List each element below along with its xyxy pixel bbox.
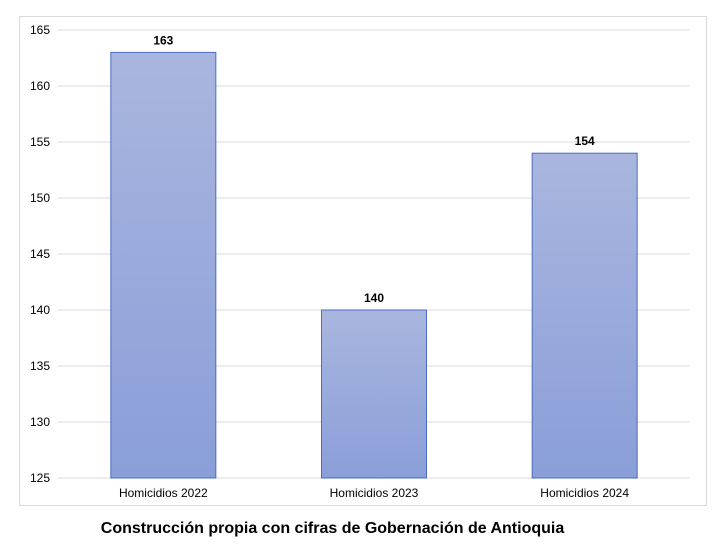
bar bbox=[110, 51, 217, 479]
data-label: 140 bbox=[364, 291, 384, 305]
x-tick-label: Homicidios 2023 bbox=[330, 486, 419, 500]
y-tick-label: 125 bbox=[30, 471, 50, 485]
chart-caption: Construcción propia con cifras de Gobern… bbox=[100, 520, 565, 537]
data-label: 154 bbox=[575, 134, 595, 148]
data-label: 163 bbox=[153, 33, 173, 47]
y-tick-label: 135 bbox=[30, 359, 50, 373]
y-tick-label: 150 bbox=[30, 191, 50, 205]
bar bbox=[321, 309, 427, 479]
x-axis-ticks: Homicidios 2022 Homicidios 2023 Homicidios… bbox=[119, 486, 629, 500]
y-axis-ticks: 125 130 135 140 145 150 155 160 165 bbox=[30, 23, 50, 485]
y-tick-label: 165 bbox=[30, 23, 50, 37]
x-tick-label: Homicidios 2024 bbox=[540, 486, 629, 500]
y-tick-label: 155 bbox=[30, 135, 50, 149]
data-labels: 163 140 154 bbox=[153, 33, 595, 305]
bar bbox=[531, 152, 638, 479]
bars bbox=[110, 51, 638, 479]
y-tick-label: 145 bbox=[30, 247, 50, 261]
y-tick-label: 140 bbox=[30, 303, 50, 317]
y-tick-label: 160 bbox=[30, 79, 50, 93]
x-tick-label: Homicidios 2022 bbox=[119, 486, 208, 500]
y-tick-label: 130 bbox=[30, 415, 50, 429]
